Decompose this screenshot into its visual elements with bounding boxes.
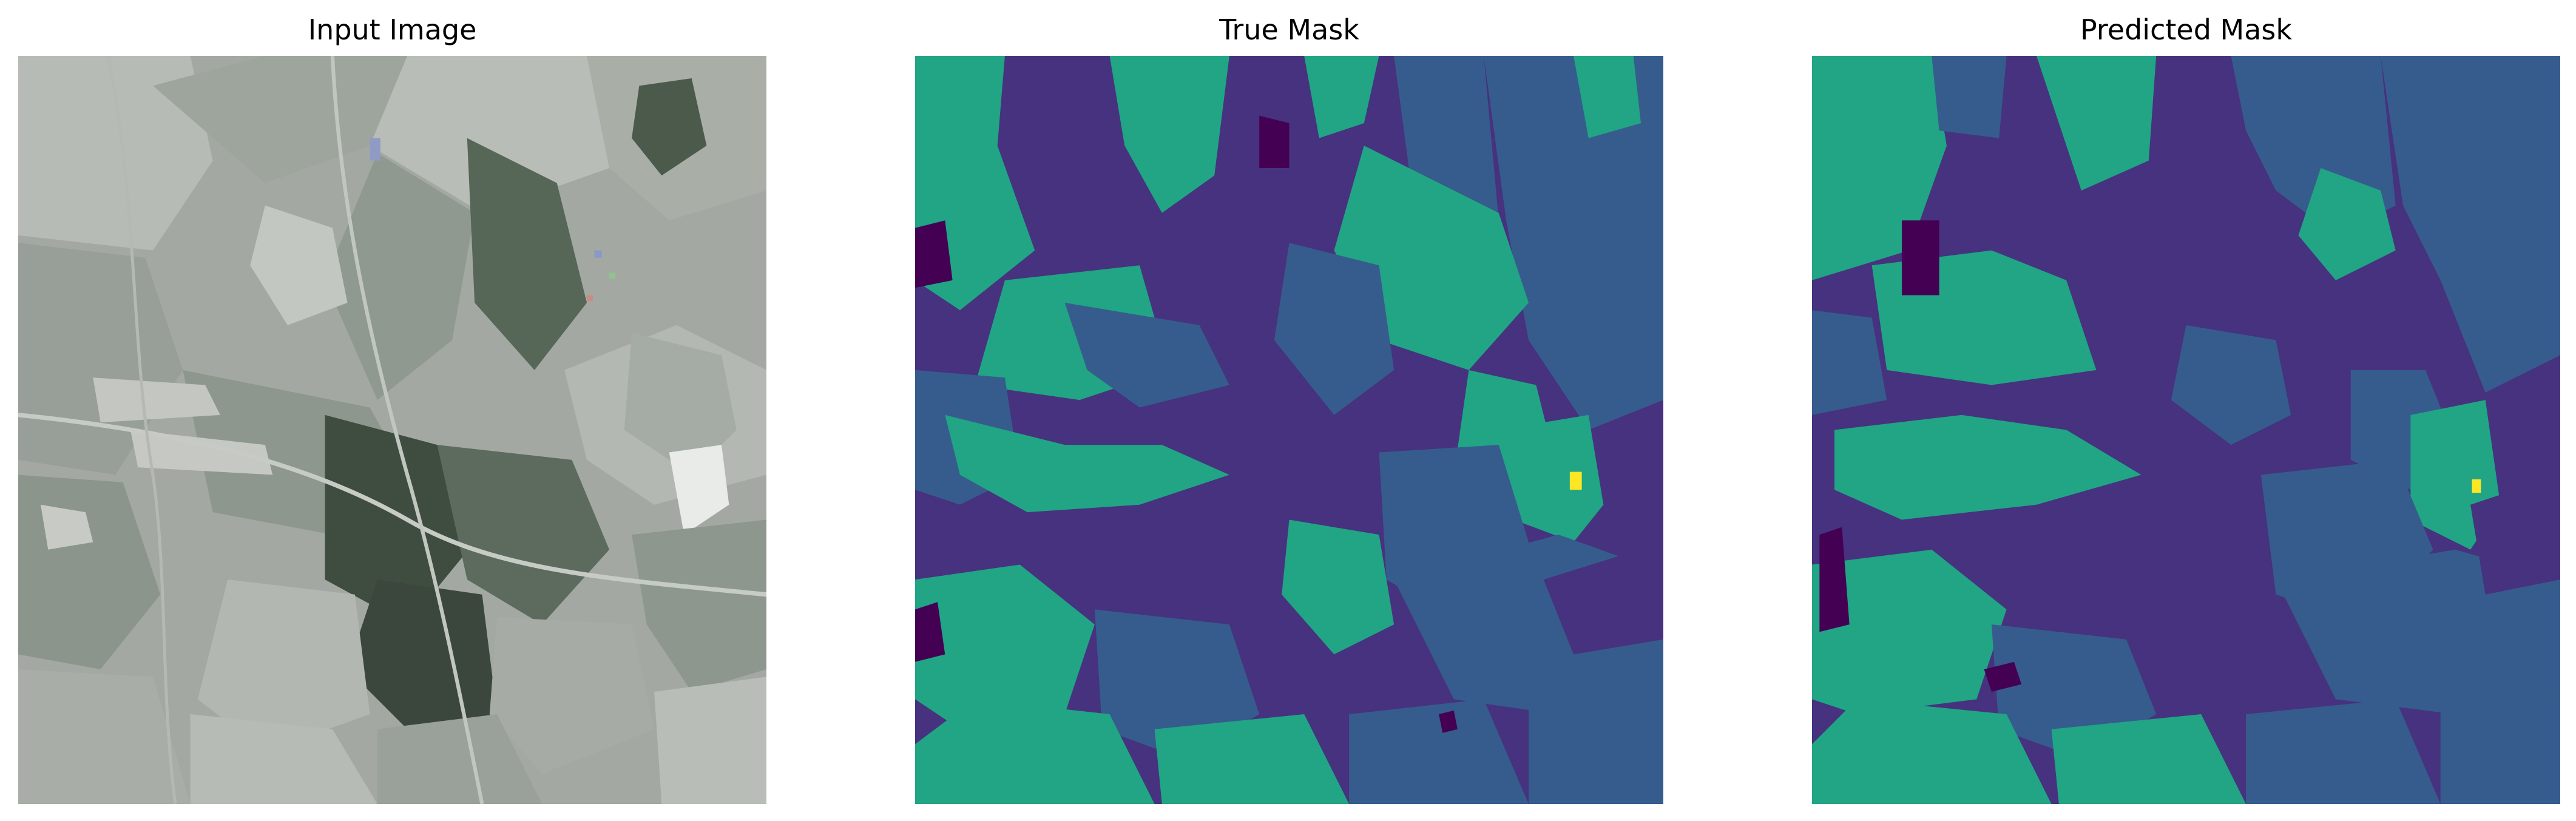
input-image-panel: Input Image — [18, 0, 766, 821]
input-image-title: Input Image — [308, 13, 477, 46]
predicted-mask-title: Predicted Mask — [2080, 13, 2293, 46]
true-mask — [915, 56, 1663, 804]
input-image — [18, 56, 766, 804]
true-mask-title: True Mask — [1219, 13, 1359, 46]
true-mask-image — [915, 56, 1663, 804]
true-mask-panel: True Mask — [915, 0, 1663, 821]
predicted-mask-panel: Predicted Mask — [1812, 0, 2560, 821]
aerial-photo — [18, 56, 766, 804]
predicted-mask — [1812, 56, 2560, 804]
predicted-mask-image — [1812, 56, 2560, 804]
